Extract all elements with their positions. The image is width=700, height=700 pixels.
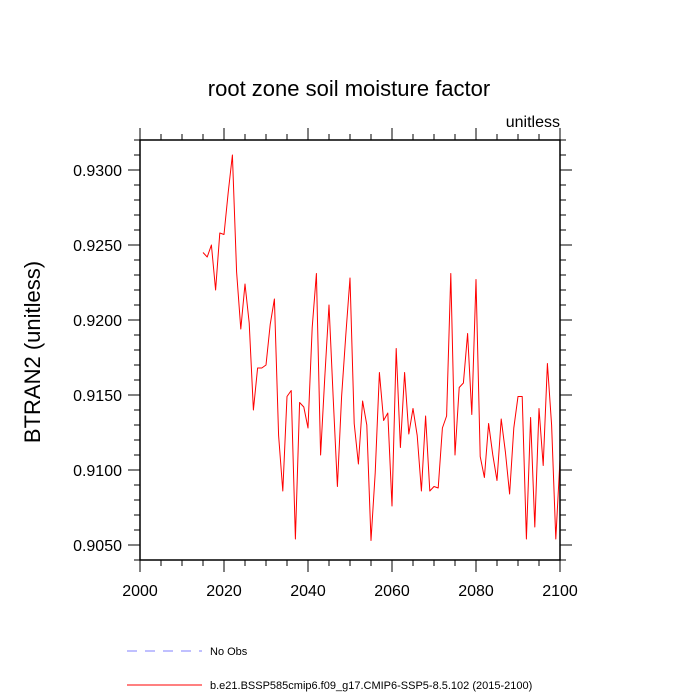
legend: No Obs b.e21.BSSP585cmip6.f09_g17.CMIP6-…: [127, 646, 532, 692]
y-axis-label: BTRAN2 (unitless): [20, 261, 45, 443]
y-tick-label: 0.9100: [73, 463, 122, 480]
legend-label-model: b.e21.BSSP585cmip6.f09_g17.CMIP6-SSP5-8.…: [210, 680, 532, 692]
y-tick-label: 0.9300: [73, 163, 122, 180]
plot-area-frame: [139, 139, 561, 561]
y-tick-label: 0.9050: [73, 538, 122, 555]
x-tick-label: 2020: [206, 583, 242, 600]
y-tick-label: 0.9200: [73, 313, 122, 330]
x-tick-label: 2040: [290, 583, 326, 600]
series-line-model: [202, 154, 561, 541]
y-tick-label: 0.9250: [73, 238, 122, 255]
axis-ticks: [128, 128, 572, 572]
x-tick-label: 2000: [122, 583, 158, 600]
x-tick-label: 2060: [374, 583, 410, 600]
units-label: unitless: [506, 114, 560, 131]
tick-labels: 2000 2020 2040 2060 2080 2100 0.9050 0.9100 0.91…: [73, 163, 578, 600]
x-tick-label: 2080: [458, 583, 494, 600]
chart-title: root zone soil moisture factor: [208, 76, 490, 101]
legend-label-no-obs: No Obs: [210, 646, 248, 658]
y-tick-label: 0.9150: [73, 388, 122, 405]
x-tick-label: 2100: [542, 583, 578, 600]
data-series: [202, 154, 561, 541]
